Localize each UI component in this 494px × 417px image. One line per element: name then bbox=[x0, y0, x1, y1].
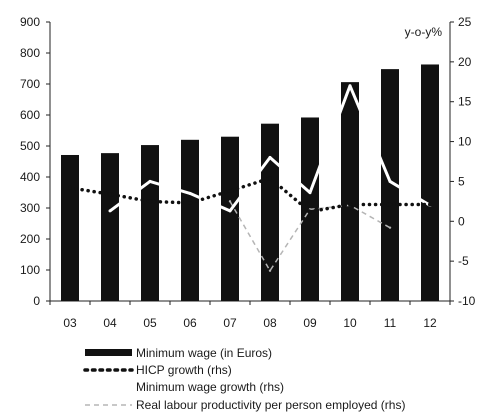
x-axis-tick-label: 06 bbox=[183, 316, 197, 330]
plot-area: 0100200300400500600700800900-10-50510152… bbox=[20, 15, 476, 330]
point-hicp-growth bbox=[148, 199, 152, 204]
point-hicp-growth bbox=[228, 188, 232, 193]
bar-minimum-wage bbox=[181, 139, 199, 301]
x-axis-tick-label: 05 bbox=[143, 316, 157, 330]
point-minimum-wage-growth bbox=[188, 191, 192, 195]
left-axis-tick-label: 900 bbox=[20, 15, 40, 29]
left-axis-tick-label: 800 bbox=[20, 46, 40, 60]
line-hicp-growth bbox=[68, 176, 432, 214]
right-axis-tick-label: -10 bbox=[458, 294, 476, 308]
bar-minimum-wage bbox=[61, 154, 79, 301]
point-real-labour-productivity bbox=[388, 226, 392, 229]
point-hicp-growth bbox=[108, 192, 112, 197]
left-axis-tick-label: 300 bbox=[20, 201, 40, 215]
point-hicp-growth bbox=[388, 202, 392, 207]
left-axis-tick-label: 700 bbox=[20, 77, 40, 91]
x-axis-tick-label: 08 bbox=[263, 316, 277, 330]
x-axis-tick-label: 11 bbox=[384, 316, 397, 330]
right-axis-tick-label: 0 bbox=[458, 214, 465, 228]
x-axis-tick-label: 03 bbox=[63, 316, 77, 330]
point-hicp-growth bbox=[308, 209, 312, 214]
point-real-labour-productivity bbox=[228, 200, 232, 203]
left-axis-tick-label: 600 bbox=[20, 108, 40, 122]
point-minimum-wage-growth bbox=[228, 209, 232, 213]
bar-minimum-wage bbox=[141, 145, 159, 301]
legend-label-hicp: HICP growth (rhs) bbox=[136, 363, 232, 377]
left-axis-tick-label: 100 bbox=[20, 263, 40, 277]
right-axis-tick-label: 10 bbox=[458, 135, 472, 149]
right-axis-tick-label: 20 bbox=[458, 55, 472, 69]
bar-minimum-wage bbox=[381, 69, 399, 302]
point-hicp-growth bbox=[268, 176, 272, 181]
point-minimum-wage-growth bbox=[108, 209, 112, 213]
x-axis-tick-label: 12 bbox=[423, 316, 437, 330]
left-axis-tick-label: 400 bbox=[20, 170, 40, 184]
bar-minimum-wage bbox=[261, 123, 279, 302]
bar-minimum-wage bbox=[221, 136, 239, 301]
point-hicp-growth bbox=[348, 202, 352, 207]
point-real-labour-productivity bbox=[268, 269, 272, 272]
legend-label-minimum-wage: Minimum wage (in Euros) bbox=[136, 346, 272, 360]
right-axis-tick-label: 5 bbox=[458, 174, 465, 188]
point-minimum-wage-growth bbox=[388, 179, 392, 183]
point-minimum-wage-growth bbox=[348, 84, 352, 88]
bar-minimum-wage bbox=[341, 82, 359, 301]
left-axis-tick-label: 0 bbox=[33, 294, 40, 308]
point-minimum-wage-growth bbox=[148, 179, 152, 183]
right-axis-unit-label: y-o-y% bbox=[405, 25, 443, 39]
point-hicp-growth bbox=[188, 200, 192, 205]
point-minimum-wage-growth bbox=[308, 191, 312, 195]
legend: Minimum wage (in Euros) HICP growth (rhs… bbox=[83, 346, 405, 412]
right-axis-tick-label: 15 bbox=[458, 95, 472, 109]
legend-swatch-minimum-wage bbox=[85, 349, 132, 356]
x-axis-tick-label: 04 bbox=[103, 316, 117, 330]
right-axis-tick-label: 25 bbox=[458, 15, 472, 29]
bar-minimum-wage bbox=[101, 153, 119, 301]
x-axis-tick-label: 07 bbox=[223, 316, 237, 330]
legend-label-productivity: Real labour productivity per person empl… bbox=[136, 398, 405, 412]
point-hicp-growth bbox=[428, 202, 432, 207]
bar-minimum-wage bbox=[421, 64, 439, 301]
left-axis-tick-label: 500 bbox=[20, 139, 40, 153]
x-axis-tick-label: 10 bbox=[343, 316, 357, 330]
point-minimum-wage-growth bbox=[268, 156, 272, 160]
left-axis-tick-label: 200 bbox=[20, 232, 40, 246]
x-axis-tick-label: 09 bbox=[303, 316, 317, 330]
legend-label-minimum-wage-growth: Minimum wage growth (rhs) bbox=[136, 380, 284, 394]
right-axis-tick-label: -5 bbox=[458, 254, 469, 268]
point-hicp-growth bbox=[68, 185, 72, 190]
